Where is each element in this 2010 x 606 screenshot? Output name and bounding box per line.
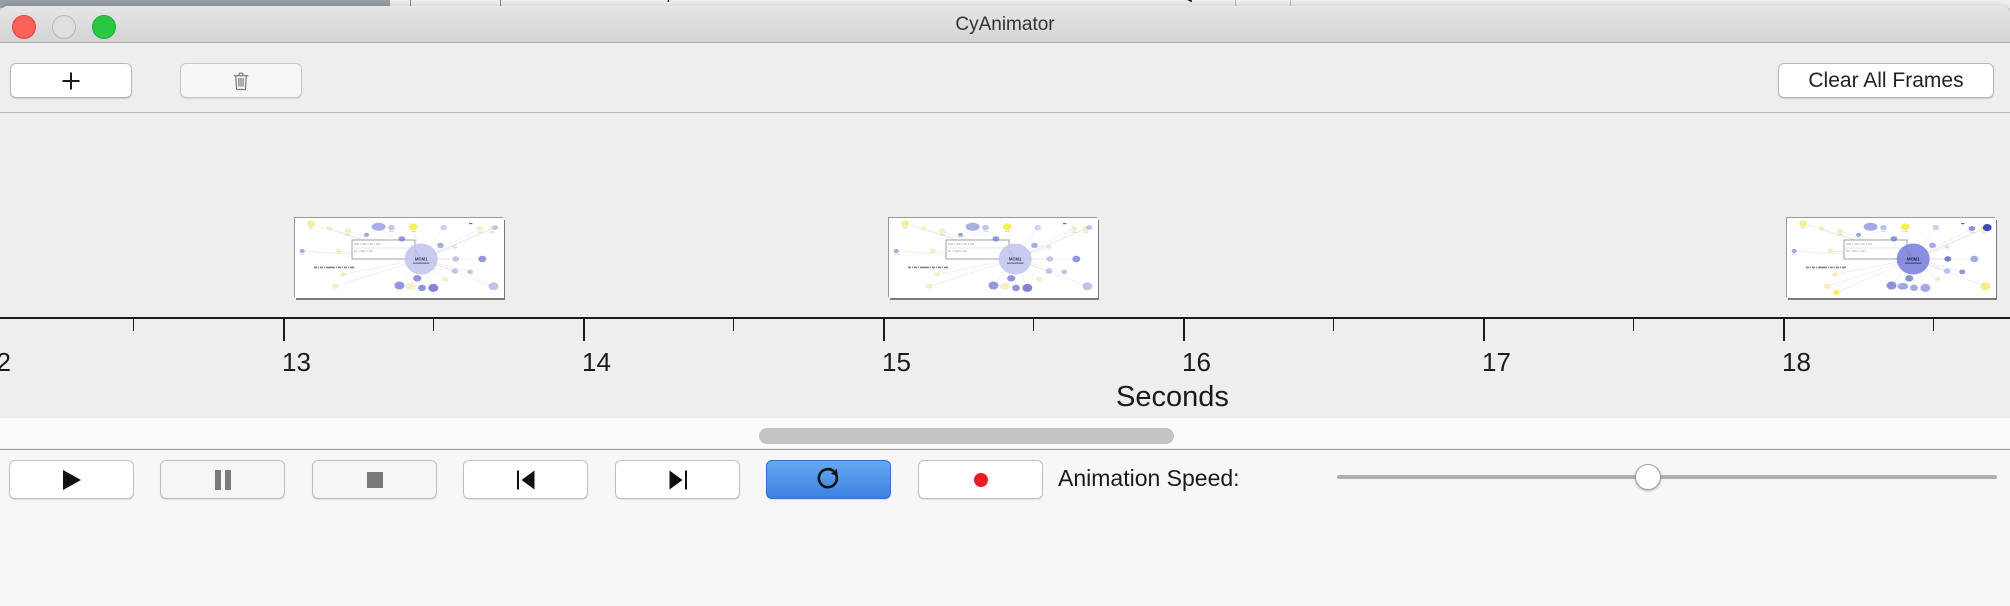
svg-text:MCM1: MCM1: [415, 256, 428, 261]
svg-text:MCM1: MCM1: [1009, 256, 1022, 261]
svg-text:MCM1: MCM1: [1907, 256, 1920, 261]
